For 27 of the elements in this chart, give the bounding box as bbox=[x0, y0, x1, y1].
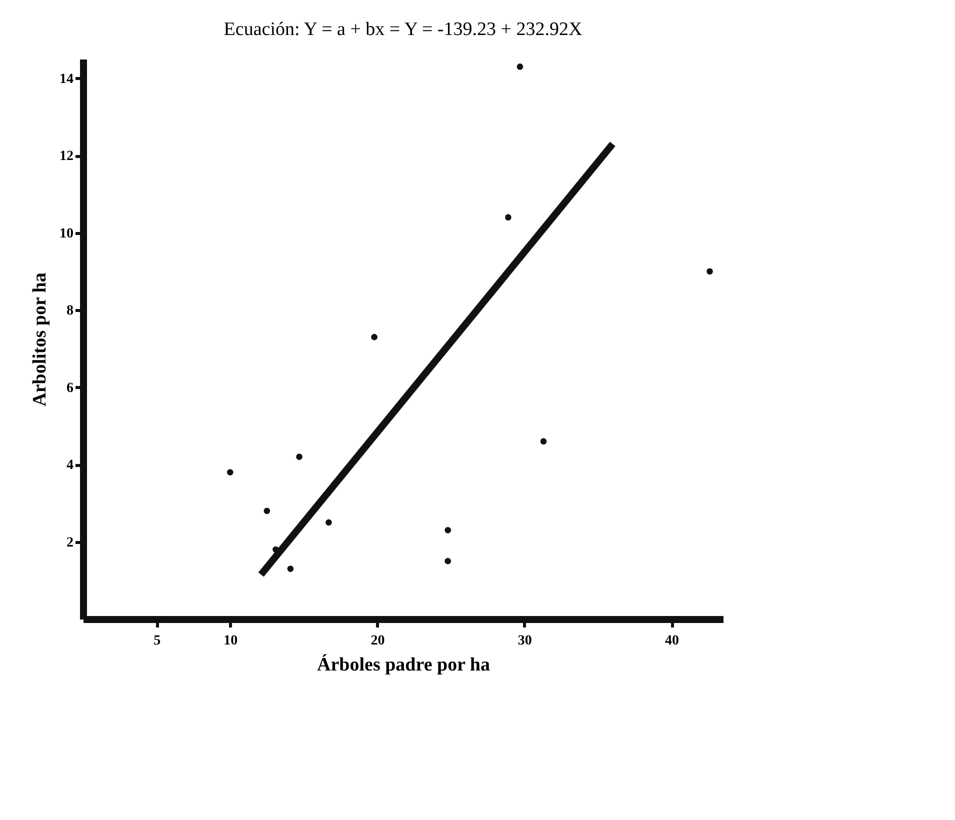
x-tick-label: 20 bbox=[370, 634, 385, 648]
point bbox=[296, 454, 302, 460]
y-tick-label: 2 bbox=[66, 535, 74, 550]
x-tick-label: 40 bbox=[665, 634, 680, 648]
point bbox=[444, 527, 452, 534]
y-tick-label: 6 bbox=[66, 380, 74, 396]
point bbox=[540, 438, 547, 444]
x-tick-label: 5 bbox=[154, 634, 161, 648]
y-axis-title: Arbolitos por ha bbox=[30, 272, 50, 406]
point bbox=[264, 508, 270, 514]
chart-title: Ecuación: Y = a + bx = Y = -139.23 + 232.92X bbox=[224, 19, 582, 40]
x-axis-title: Árboles padre por ha bbox=[317, 654, 490, 676]
y-tick-label: 8 bbox=[66, 304, 74, 319]
y-tick-label: 4 bbox=[66, 458, 74, 474]
point bbox=[287, 566, 294, 572]
y-tick-label: 12 bbox=[60, 149, 74, 164]
y-tick-label: 10 bbox=[60, 226, 74, 242]
y-tick-label: 14 bbox=[60, 72, 74, 87]
point bbox=[444, 558, 452, 564]
x-tick-label: 30 bbox=[518, 634, 532, 648]
point bbox=[371, 334, 378, 340]
point bbox=[326, 519, 332, 526]
point bbox=[706, 268, 713, 275]
point bbox=[226, 469, 234, 476]
x-tick-label: 10 bbox=[224, 634, 238, 648]
point bbox=[505, 214, 512, 220]
point bbox=[516, 64, 524, 70]
